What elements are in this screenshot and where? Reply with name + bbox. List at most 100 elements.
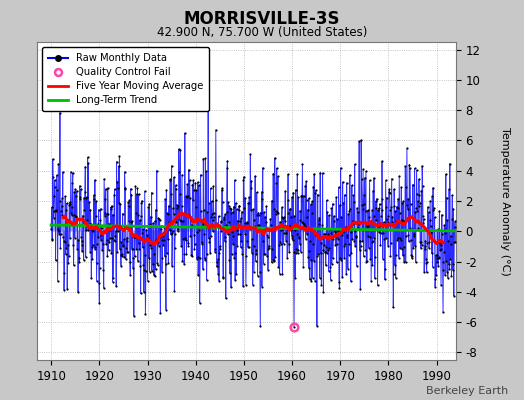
Point [90, 246, 99, 252]
Point [262, 224, 270, 231]
Point [279, 215, 287, 221]
Point [409, 245, 418, 251]
Point [299, 264, 308, 270]
Point [188, 253, 196, 260]
Point [158, 255, 167, 262]
Point [280, 214, 289, 220]
Point [285, 241, 293, 247]
Point [137, 200, 146, 206]
Point [133, 185, 141, 192]
Point [145, 268, 154, 275]
Point [208, 198, 216, 204]
Point [389, 304, 397, 310]
Point [375, 205, 383, 212]
Point [399, 244, 408, 250]
Point [95, 280, 103, 287]
Point [187, 217, 195, 224]
Point [255, 212, 263, 218]
Point [355, 138, 363, 145]
Point [122, 245, 130, 252]
Point [57, 231, 65, 237]
Point [63, 286, 71, 292]
Point [410, 233, 418, 239]
Point [367, 239, 376, 245]
Point [270, 155, 279, 161]
Point [250, 223, 259, 229]
Point [213, 263, 221, 270]
Point [58, 212, 67, 218]
Point [234, 231, 243, 237]
Point [400, 259, 408, 266]
Point [249, 217, 258, 224]
Point [196, 208, 205, 214]
Point [64, 252, 73, 259]
Point [179, 236, 188, 242]
Point [174, 226, 182, 232]
Point [305, 248, 313, 254]
Point [377, 213, 385, 219]
Point [102, 241, 111, 248]
Point [195, 182, 203, 188]
Point [236, 218, 244, 224]
Point [430, 238, 439, 244]
Point [143, 232, 151, 238]
Point [242, 253, 250, 260]
Point [257, 209, 265, 216]
Point [374, 223, 383, 229]
Point [50, 192, 59, 199]
Point [174, 202, 182, 209]
Point [243, 238, 252, 245]
Point [334, 184, 343, 191]
Point [169, 205, 178, 211]
Point [264, 266, 272, 273]
Point [84, 160, 93, 166]
Point [121, 169, 129, 175]
Point [360, 200, 368, 207]
Point [265, 242, 273, 249]
Point [348, 182, 356, 188]
Point [95, 265, 104, 271]
Point [347, 250, 356, 256]
Point [429, 184, 437, 191]
Point [279, 241, 288, 247]
Point [387, 240, 395, 247]
Point [106, 204, 115, 210]
Point [381, 266, 389, 272]
Point [303, 206, 312, 213]
Point [231, 250, 239, 256]
Point [71, 214, 80, 220]
Point [169, 210, 178, 217]
Point [344, 266, 352, 272]
Point [82, 226, 91, 233]
Point [436, 242, 445, 248]
Point [70, 212, 78, 218]
Point [133, 235, 141, 241]
Point [282, 230, 291, 236]
Point [446, 255, 454, 262]
Point [309, 184, 318, 190]
Point [71, 234, 79, 241]
Point [179, 218, 187, 224]
Point [434, 254, 443, 260]
Point [184, 243, 193, 250]
Point [277, 214, 286, 220]
Point [263, 232, 271, 238]
Point [165, 202, 173, 209]
Point [445, 186, 453, 193]
Point [185, 212, 193, 218]
Point [56, 198, 64, 204]
Point [80, 257, 88, 263]
Point [236, 244, 245, 250]
Point [214, 271, 222, 277]
Point [249, 206, 257, 212]
Point [414, 225, 422, 231]
Point [418, 162, 427, 169]
Point [336, 165, 345, 171]
Point [395, 173, 403, 179]
Point [201, 155, 210, 162]
Point [441, 272, 449, 278]
Point [360, 192, 368, 198]
Point [140, 188, 149, 194]
Point [93, 221, 102, 227]
Point [246, 206, 255, 213]
